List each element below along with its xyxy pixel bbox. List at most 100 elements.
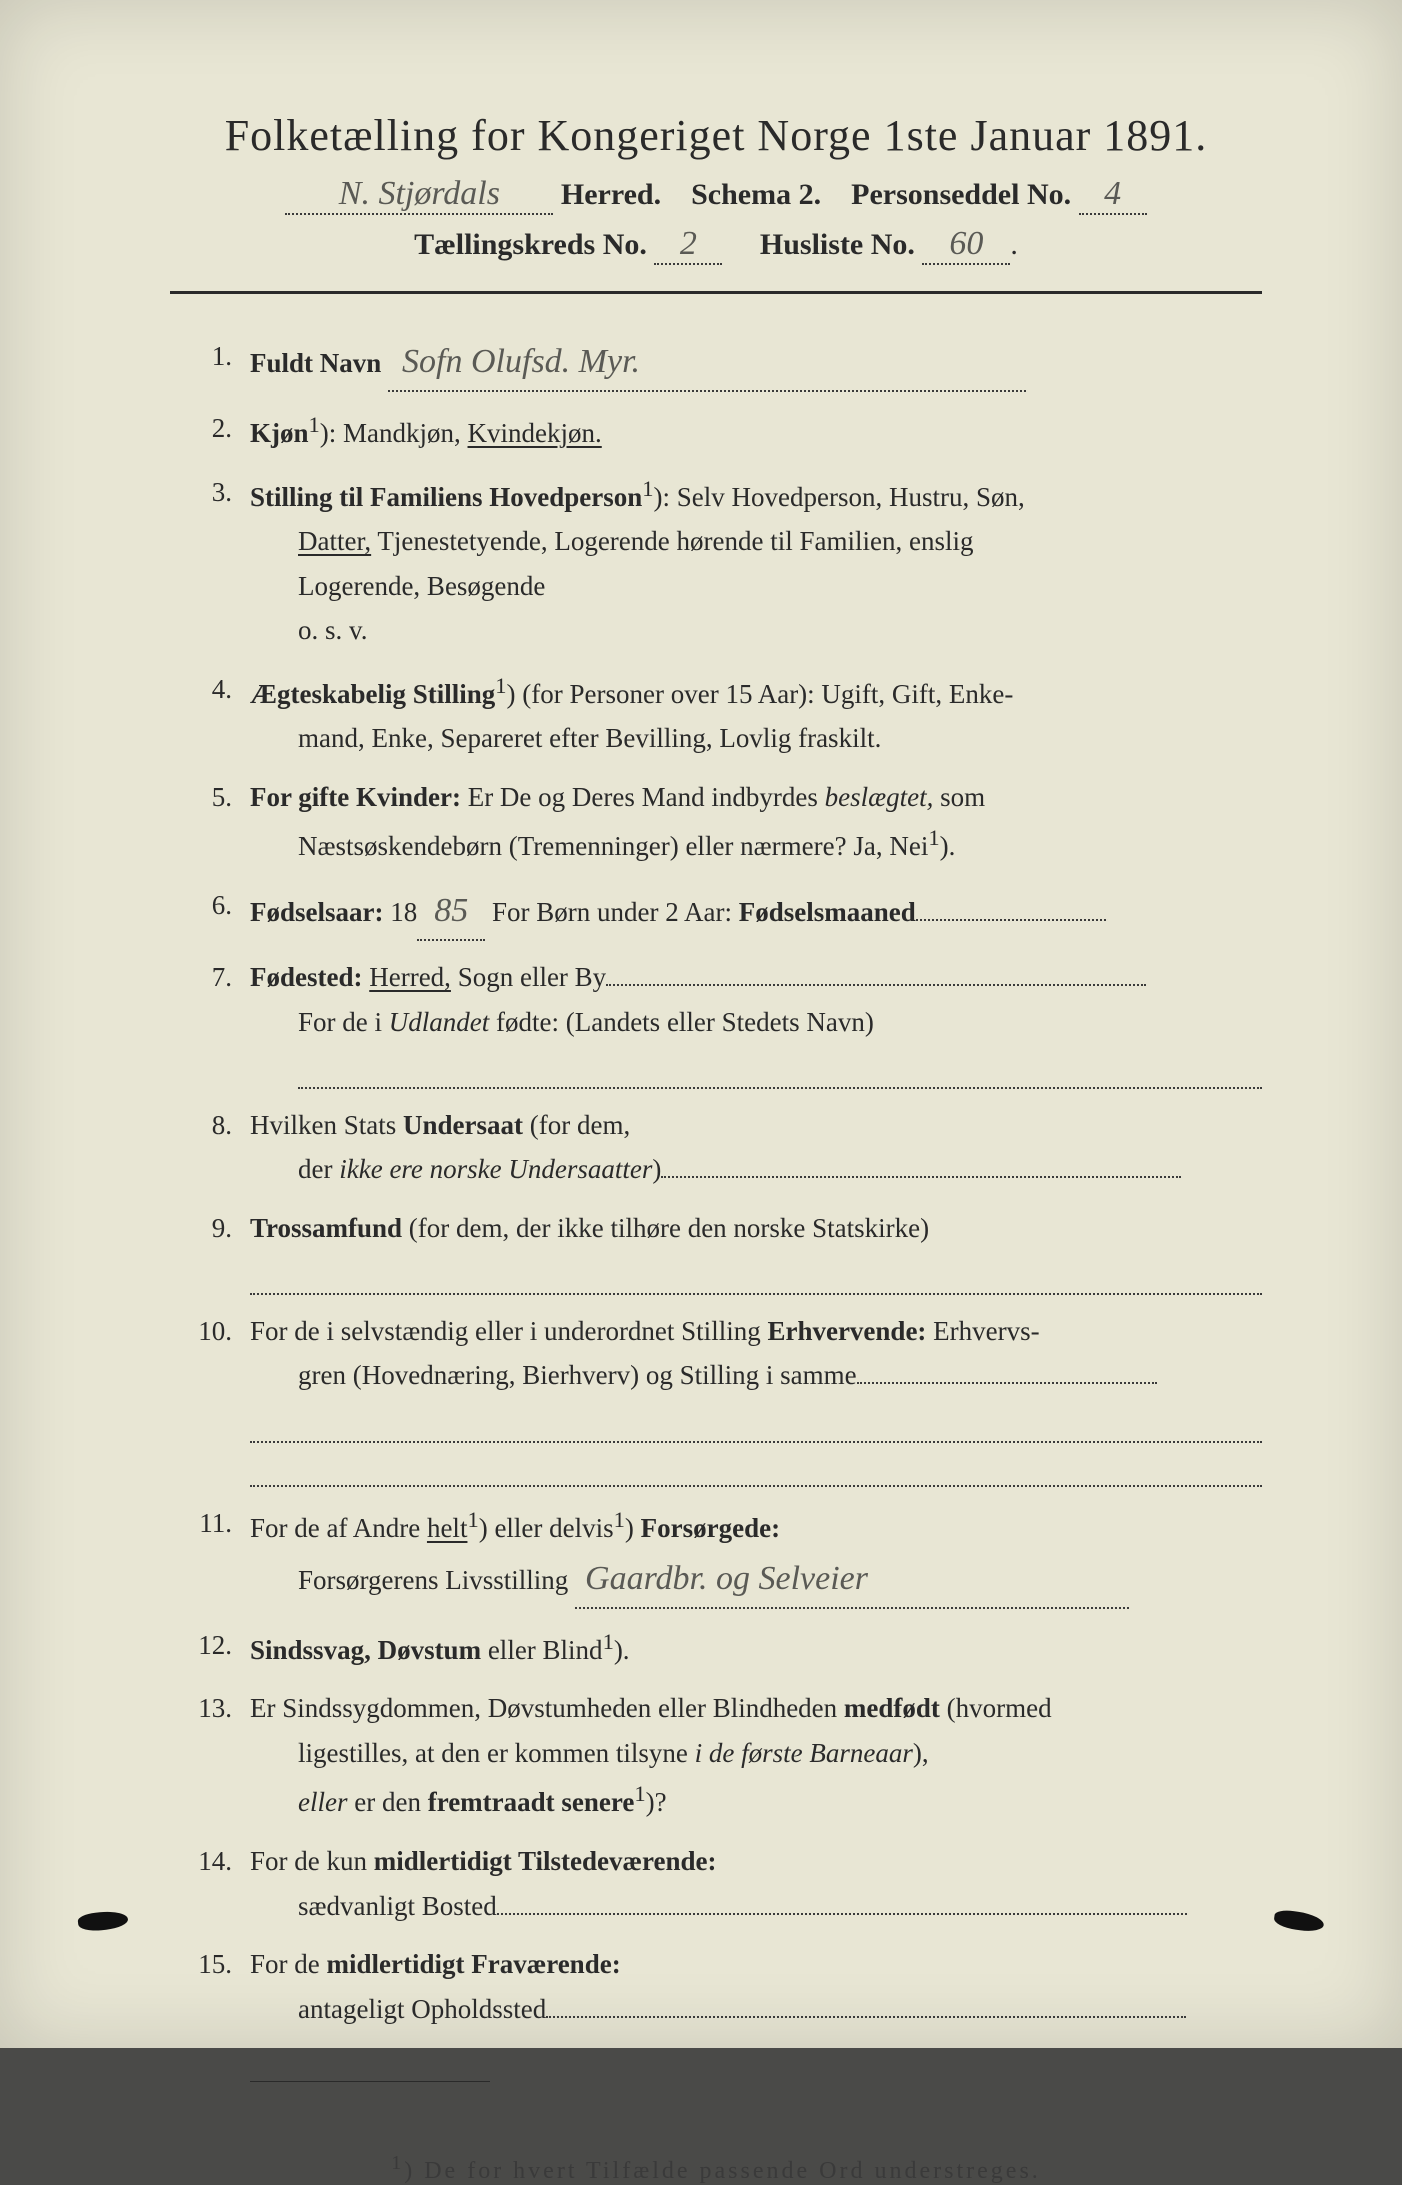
label: Fødselsaar:: [250, 897, 383, 927]
italic: Udlandet: [389, 1007, 490, 1037]
binding-mark-icon: [77, 1909, 129, 1932]
cont: ligestilles, at den er kommen tilsyne i …: [250, 1731, 1262, 1776]
sup: 1: [603, 1629, 614, 1654]
label: Undersaat: [403, 1110, 523, 1140]
provider-hand: Gaardbr. og Selveier: [575, 1551, 1129, 1609]
cont: Logerende, Besøgende: [250, 564, 1262, 609]
item-body: For de midlertidigt Fraværende: antageli…: [250, 1942, 1262, 2031]
item-body: Ægteskabelig Stilling1) (for Personer ov…: [250, 667, 1262, 761]
text: (hvormed: [940, 1693, 1052, 1723]
census-form-page: Folketælling for Kongeriget Norge 1ste J…: [0, 0, 1402, 2048]
item-body: For gifte Kvinder: Er De og Deres Mand i…: [250, 775, 1262, 869]
text: gren (Hovednæring, Bierhverv) og Stillin…: [298, 1360, 857, 1390]
item-num: 15.: [170, 1942, 250, 2031]
sup: 1: [614, 1507, 625, 1532]
footnote-text: ) De for hvert Tilfælde passende Ord und…: [404, 2158, 1041, 2184]
tkreds-label: Tællingskreds No.: [414, 228, 647, 261]
dotted: [298, 1054, 1262, 1088]
sup: 1: [495, 673, 506, 698]
rest2: som: [933, 782, 985, 812]
selected-option: Kvindekjøn.: [468, 418, 602, 448]
bold: fremtraadt senere: [428, 1787, 635, 1817]
item-5: 5. For gifte Kvinder: Er De og Deres Man…: [170, 775, 1262, 869]
cont: Forsørgerens Livsstilling Gaardbr. og Se…: [250, 1551, 1262, 1609]
rest: (for dem,: [523, 1110, 630, 1140]
item-2: 2. Kjøn1): Mandkjøn, Kvindekjøn.: [170, 406, 1262, 456]
form-header: Folketælling for Kongeriget Norge 1ste J…: [170, 110, 1262, 294]
divider: [170, 291, 1262, 294]
cont: Datter, Tjenestetyende, Logerende hørend…: [250, 519, 1262, 564]
personseddel-no: 4: [1079, 175, 1147, 215]
label: For gifte Kvinder:: [250, 782, 461, 812]
dotted: [661, 1176, 1181, 1178]
item-body: Trossamfund (for dem, der ikke tilhøre d…: [250, 1206, 1262, 1295]
end: ).: [940, 831, 956, 861]
label: Erhvervende:: [767, 1316, 926, 1346]
dotted: [497, 1913, 1187, 1915]
cont: mand, Enke, Separeret efter Bevilling, L…: [250, 716, 1262, 761]
label: Kjøn: [250, 418, 309, 448]
dotted: [546, 2016, 1186, 2018]
mid2: ): [625, 1513, 641, 1543]
text: antageligt Opholdssted: [298, 1994, 546, 2024]
dotted: [606, 984, 1146, 986]
italic: eller: [298, 1787, 347, 1817]
sup: 1: [391, 2152, 404, 2174]
husliste-label: Husliste No.: [760, 228, 915, 261]
birthyear-hand: 85: [417, 883, 485, 941]
label: Stilling til Familiens Hovedperson: [250, 482, 642, 512]
sup: 1: [928, 825, 939, 850]
text: ligestilles, at den er kommen tilsyne: [298, 1738, 695, 1768]
item-12: 12. Sindssvag, Døvstum eller Blind1).: [170, 1623, 1262, 1673]
item-15: 15. For de midlertidigt Fraværende: anta…: [170, 1942, 1262, 2031]
sup: 1: [642, 476, 653, 501]
pre: For de kun: [250, 1846, 374, 1876]
item-num: 7.: [170, 955, 250, 1089]
item-body: Fødselsaar: 1885 For Børn under 2 Aar: F…: [250, 883, 1262, 941]
item-num: 14.: [170, 1839, 250, 1928]
rest: For Børn under 2 Aar:: [485, 897, 738, 927]
selected-option: Datter,: [298, 526, 371, 556]
item-num: 12.: [170, 1623, 250, 1673]
label: midlertidigt Fraværende:: [327, 1949, 621, 1979]
item-body: Fuldt Navn Sofn Olufsd. Myr.: [250, 334, 1262, 392]
tkreds-no: 2: [654, 225, 722, 265]
personseddel-label: Personseddel No.: [851, 178, 1071, 211]
end: ).: [614, 1635, 630, 1665]
rest: ): Selv Hovedperson, Hustru, Søn,: [654, 482, 1025, 512]
text: Næstsøskendebørn (Tremenninger) eller næ…: [298, 831, 928, 861]
item-body: Er Sindssygdommen, Døvstumheden eller Bl…: [250, 1686, 1262, 1825]
dotted: [916, 919, 1106, 921]
item-9: 9. Trossamfund (for dem, der ikke tilhør…: [170, 1206, 1262, 1295]
text: fødte: (Landets eller Stedets Navn): [489, 1007, 874, 1037]
item-num: 10.: [170, 1309, 250, 1487]
italic: i de første Barneaar: [695, 1738, 913, 1768]
dotted: [857, 1382, 1157, 1384]
rest: ) (for Personer over 15 Aar): Ugift, Gif…: [507, 679, 1014, 709]
italic: beslægtet,: [825, 782, 934, 812]
pre: For de: [250, 1949, 327, 1979]
item-num: 4.: [170, 667, 250, 761]
binding-mark-icon: [1273, 1909, 1325, 1934]
text: )?: [646, 1787, 667, 1817]
item-num: 13.: [170, 1686, 250, 1825]
cont: Næstsøskendebørn (Tremenninger) eller næ…: [250, 819, 1262, 869]
schema-label: Schema 2.: [691, 178, 821, 211]
item-14: 14. For de kun midlertidigt Tilstedevære…: [170, 1839, 1262, 1928]
pre: For de af Andre: [250, 1513, 427, 1543]
text: Forsørgerens Livsstilling: [298, 1565, 568, 1595]
text: Tjenestetyende, Logerende hørende til Fa…: [371, 526, 973, 556]
item-num: 9.: [170, 1206, 250, 1295]
item-num: 6.: [170, 883, 250, 941]
item-10: 10. For de i selvstændig eller i underor…: [170, 1309, 1262, 1487]
text: For de i: [298, 1007, 389, 1037]
sup: 1: [309, 412, 320, 437]
label: Forsørgede:: [641, 1513, 780, 1543]
item-13: 13. Er Sindssygdommen, Døvstumheden elle…: [170, 1686, 1262, 1825]
label: Fødested:: [250, 962, 362, 992]
item-num: 8.: [170, 1103, 250, 1192]
text: ): [652, 1154, 661, 1184]
herred-handwritten: N. Stjørdals: [285, 175, 553, 215]
item-11: 11. For de af Andre helt1) eller delvis1…: [170, 1501, 1262, 1609]
footnote: 1) De for hvert Tilfælde passende Ord un…: [170, 2152, 1262, 2185]
